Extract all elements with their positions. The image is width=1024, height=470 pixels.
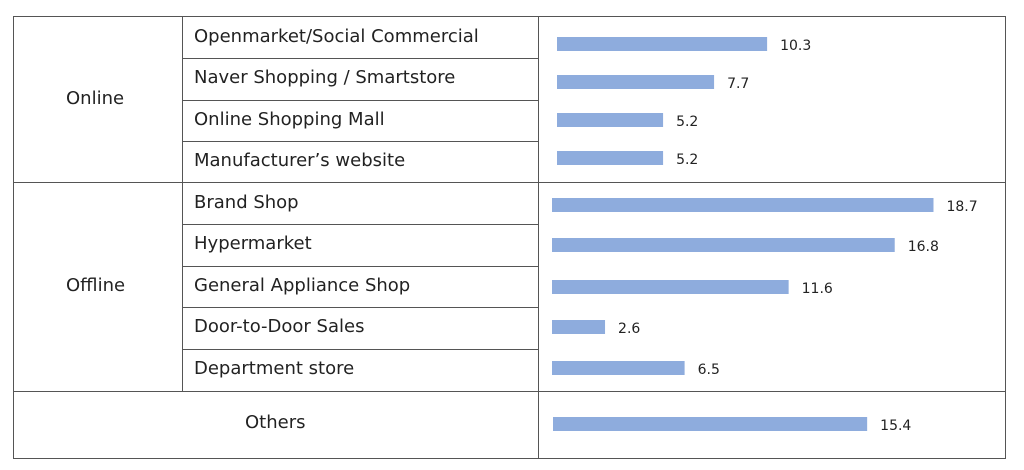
category-label: Brand Shop	[194, 192, 299, 213]
bar-online-3	[557, 151, 664, 165]
row-divider	[182, 100, 538, 101]
data-label: 5.2	[676, 152, 698, 168]
group-divider-online-offline	[13, 182, 1006, 183]
data-label: 15.4	[880, 418, 911, 434]
data-label: 18.7	[946, 199, 977, 215]
bar-offline-3	[552, 320, 606, 334]
bar-offline-4	[552, 361, 685, 375]
category-label: Department store	[194, 358, 355, 379]
row-divider	[182, 349, 538, 350]
group-label-offline: Offline	[66, 275, 126, 296]
category-label: Naver Shopping / Smartstore	[194, 67, 456, 88]
category-label: General Appliance Shop	[194, 275, 411, 296]
row-divider	[182, 266, 538, 267]
column-divider-bars	[538, 16, 539, 459]
bar-online-0	[557, 37, 768, 51]
data-label: 11.6	[802, 281, 833, 297]
column-divider-groups	[182, 16, 183, 391]
category-label: Hypermarket	[194, 233, 312, 254]
bar-offline-0	[552, 198, 934, 212]
group-label-online: Online	[66, 88, 125, 109]
category-label: Manufacturer’s website	[194, 150, 406, 171]
data-label: 7.7	[727, 76, 749, 92]
category-label: Online Shopping Mall	[194, 109, 385, 130]
data-label: 2.6	[618, 321, 640, 337]
group-divider-offline-others	[13, 391, 1006, 392]
row-divider	[182, 141, 538, 142]
group-label-others: Others	[245, 412, 306, 433]
bar-offline-1	[552, 238, 895, 252]
bar-others-0	[553, 417, 868, 431]
data-label: 6.5	[698, 362, 720, 378]
data-label: 16.8	[908, 239, 939, 255]
row-divider	[182, 224, 538, 225]
bar-offline-2	[552, 280, 789, 294]
data-label: 10.3	[780, 38, 811, 54]
data-label: 5.2	[676, 114, 698, 130]
category-label: Openmarket/Social Commercial	[194, 26, 479, 47]
row-divider	[182, 58, 538, 59]
bar-online-2	[557, 113, 664, 127]
row-divider	[182, 307, 538, 308]
category-label: Door-to-Door Sales	[194, 316, 365, 337]
bar-online-1	[557, 75, 715, 89]
table-frame	[13, 16, 1006, 459]
